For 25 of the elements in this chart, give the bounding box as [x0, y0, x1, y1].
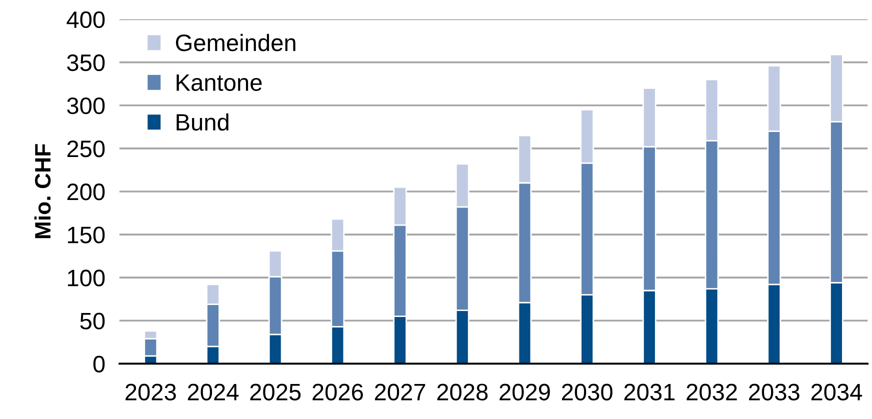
y-tick-label: 50 — [80, 312, 105, 330]
x-tick-label: 2030 — [562, 384, 612, 400]
x-tick-label: 2029 — [500, 384, 550, 400]
y-axis-title: Mio. CHF — [34, 144, 51, 238]
y-tick-label: 200 — [67, 184, 105, 200]
y-tick-label: 250 — [67, 140, 105, 158]
x-tick-label: 2028 — [437, 384, 488, 400]
x-tick-label: 2023 — [126, 384, 176, 400]
y-tick-label: 300 — [67, 97, 105, 114]
x-tick-label: 2025 — [250, 384, 301, 400]
legend-label: Gemeinden — [176, 34, 296, 52]
x-tick-label: 2024 — [188, 384, 239, 400]
y-tick-label: 400 — [66, 11, 105, 28]
x-tick-label: 2033 — [749, 384, 800, 400]
y-tick-label: 100 — [68, 270, 105, 286]
y-tick-label: 0 — [93, 356, 105, 372]
x-tick-label: 2031 — [624, 384, 675, 400]
x-tick-label: 2027 — [374, 384, 426, 400]
legend-label: Kantone — [176, 74, 262, 91]
x-tick-label: 2032 — [686, 384, 737, 400]
y-tick-label: 150 — [68, 226, 105, 244]
y-tick-label: 350 — [67, 54, 105, 72]
x-tick-label: 2034 — [811, 384, 862, 400]
legend-label: Bund — [176, 113, 228, 131]
x-tick-label: 2026 — [312, 384, 363, 400]
